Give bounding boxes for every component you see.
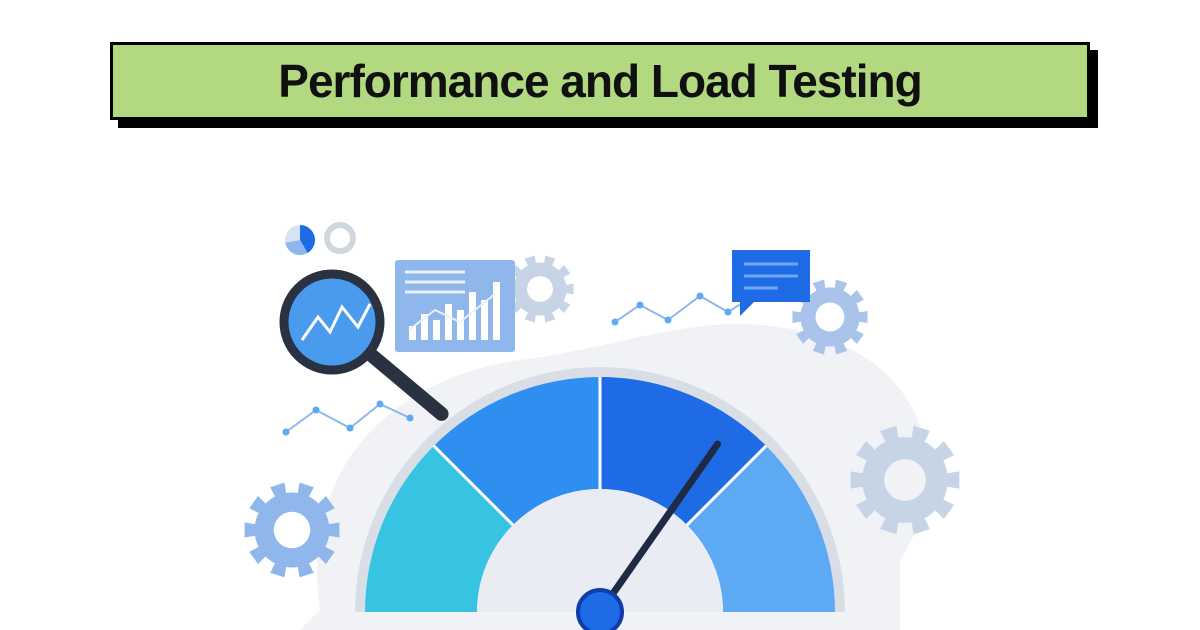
performance-illustration <box>0 200 1200 630</box>
ring-icon <box>327 225 353 251</box>
sparkline-dot <box>612 319 619 326</box>
bar <box>481 300 488 340</box>
bar <box>457 310 464 340</box>
banner-front: Performance and Load Testing <box>110 42 1090 120</box>
bar <box>433 320 440 340</box>
sparkline-dot <box>313 407 320 414</box>
sparkline-dot <box>725 309 732 316</box>
speech-bubble-icon <box>732 250 810 316</box>
title-banner: Performance and Load Testing <box>110 42 1090 120</box>
pie-slice <box>285 225 300 243</box>
gauge-hub <box>578 590 622 630</box>
sparkline-dot <box>697 293 704 300</box>
bar <box>445 304 452 340</box>
page-title: Performance and Load Testing <box>278 54 921 108</box>
bar <box>469 292 476 340</box>
sparkline-dot <box>377 401 384 408</box>
bar <box>493 282 500 340</box>
sparkline-dot <box>637 302 644 309</box>
sparkline-dot <box>347 425 354 432</box>
sparkline-dot <box>665 317 672 324</box>
sparkline-dot <box>407 415 414 422</box>
gear-icon <box>506 255 573 322</box>
sparkline-dot <box>283 429 290 436</box>
